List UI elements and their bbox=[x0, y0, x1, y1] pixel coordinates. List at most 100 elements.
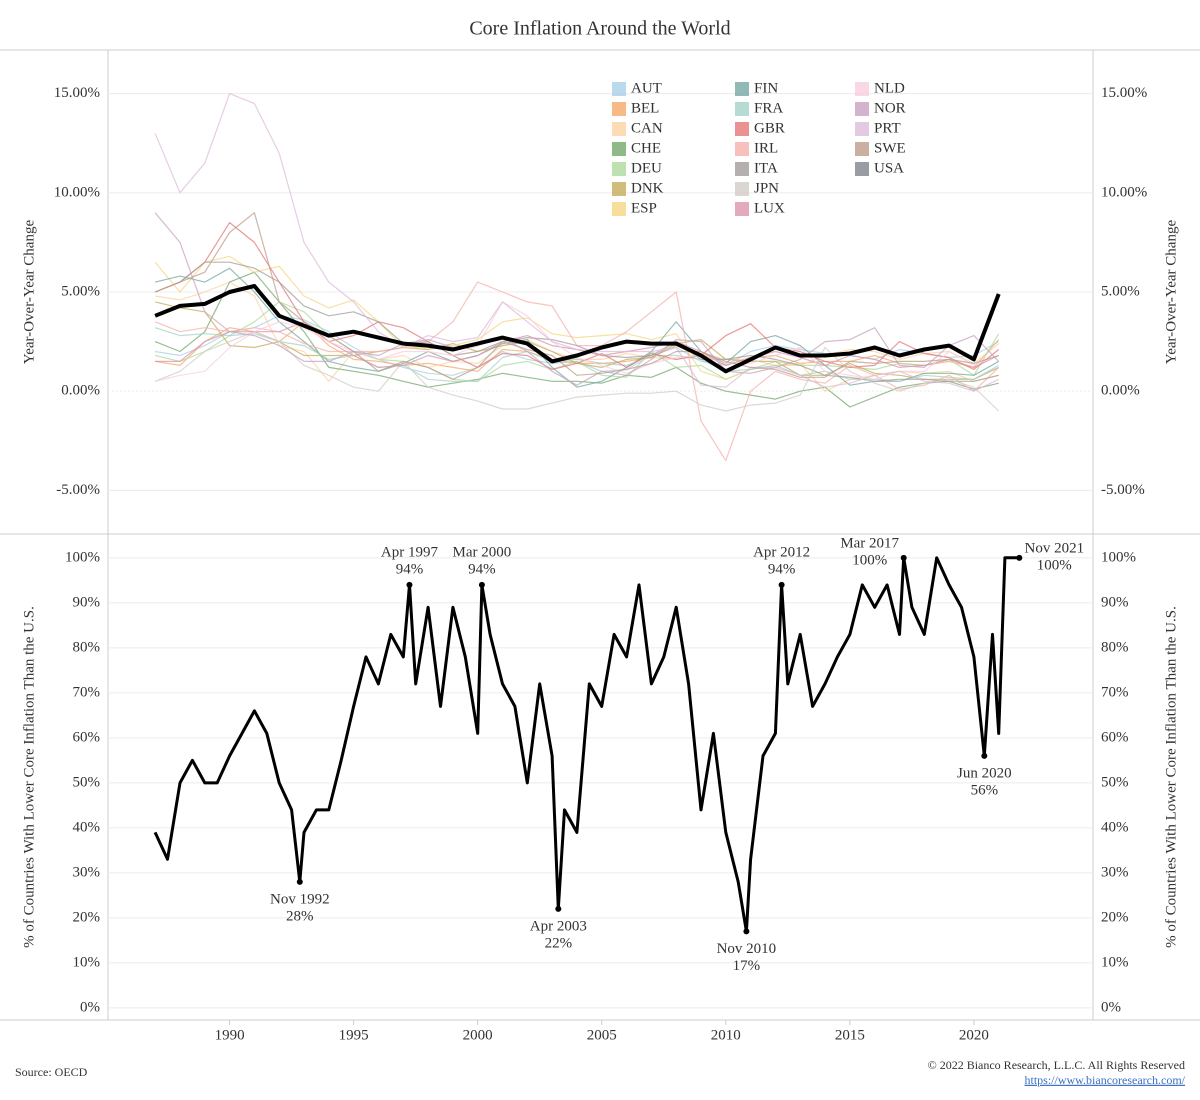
y-tick-label: 80% bbox=[1101, 639, 1129, 655]
y-tick-label: 100% bbox=[65, 549, 100, 565]
y-tick-label: 10% bbox=[1101, 954, 1129, 970]
annotation-value: 100% bbox=[852, 552, 887, 568]
annotation-value: 94% bbox=[768, 561, 796, 577]
legend-swatch bbox=[735, 122, 749, 136]
annotation-marker bbox=[1016, 554, 1023, 561]
y-tick-label: 90% bbox=[73, 594, 101, 610]
x-tick-label: 2020 bbox=[959, 1027, 989, 1043]
y-tick-label: 30% bbox=[1101, 864, 1129, 880]
copyright: © 2022 Bianco Research, L.L.C. All Right… bbox=[928, 1058, 1185, 1072]
y-tick-label: 15.00% bbox=[1101, 85, 1147, 101]
legend-swatch bbox=[735, 162, 749, 176]
legend-label: BEL bbox=[631, 100, 659, 116]
legend-swatch bbox=[735, 82, 749, 96]
annotation-date: Apr 1997 bbox=[381, 544, 439, 560]
annotation-marker bbox=[778, 581, 785, 588]
legend-label: GBR bbox=[754, 120, 785, 136]
line bbox=[154, 93, 999, 392]
y-tick-label: 50% bbox=[73, 774, 101, 790]
legend-swatch bbox=[855, 122, 869, 136]
legend-swatch bbox=[612, 122, 626, 136]
legend-swatch bbox=[855, 162, 869, 176]
annotation-date: Mar 2000 bbox=[453, 544, 512, 560]
x-tick-label: 2005 bbox=[587, 1027, 617, 1043]
legend-swatch bbox=[855, 102, 869, 116]
y-tick-label: 70% bbox=[73, 684, 101, 700]
y-tick-label: 40% bbox=[1101, 819, 1129, 835]
y-tick-label: 60% bbox=[1101, 729, 1129, 745]
legend-label: FRA bbox=[754, 100, 783, 116]
x-tick-label: 1990 bbox=[215, 1027, 245, 1043]
annotation-marker bbox=[743, 928, 750, 935]
legend-swatch bbox=[612, 162, 626, 176]
legend-label: ESP bbox=[631, 200, 657, 216]
line bbox=[154, 255, 999, 392]
legend-swatch bbox=[735, 182, 749, 196]
legend-label: PRT bbox=[874, 120, 901, 136]
y-axis-title: Year-Over-Year Change bbox=[21, 220, 37, 365]
y-tick-label: 70% bbox=[1101, 684, 1129, 700]
annotation-value: 28% bbox=[286, 908, 314, 924]
legend-swatch bbox=[612, 182, 626, 196]
annotation-marker bbox=[900, 554, 907, 561]
line bbox=[154, 327, 999, 382]
y-tick-label: -5.00% bbox=[1101, 482, 1145, 498]
legend-swatch bbox=[612, 82, 626, 96]
line bbox=[154, 267, 999, 388]
annotation-date: Jun 2020 bbox=[957, 765, 1012, 781]
annotation-value: 100% bbox=[1037, 557, 1072, 573]
source: Source: OECD bbox=[15, 1065, 88, 1079]
annotation-date: Apr 2003 bbox=[530, 918, 587, 934]
annotation-value: 22% bbox=[545, 935, 573, 951]
annotation-marker bbox=[406, 581, 413, 588]
legend-label: CHE bbox=[631, 140, 661, 156]
y-tick-label: -5.00% bbox=[56, 482, 100, 498]
legend-label: LUX bbox=[754, 200, 785, 216]
y-tick-label: 90% bbox=[1101, 594, 1129, 610]
y-tick-label: 50% bbox=[1101, 774, 1129, 790]
y-tick-label: 40% bbox=[73, 819, 101, 835]
y-tick-label: 60% bbox=[73, 729, 101, 745]
y-tick-label: 0% bbox=[80, 999, 100, 1015]
annotation-date: Nov 2021 bbox=[1025, 540, 1085, 556]
line bbox=[154, 281, 1000, 462]
legend-label: AUT bbox=[631, 80, 662, 96]
legend-swatch bbox=[735, 142, 749, 156]
y-axis-title: % of Countries With Lower Core Inflation… bbox=[1163, 606, 1179, 948]
legend-label: DEU bbox=[631, 160, 662, 176]
legend-swatch bbox=[612, 202, 626, 216]
y-tick-label: 20% bbox=[73, 909, 101, 925]
y-tick-label: 10.00% bbox=[1101, 184, 1147, 200]
y-tick-label: 5.00% bbox=[61, 283, 100, 299]
line bbox=[154, 331, 1000, 412]
x-tick-label: 2010 bbox=[711, 1027, 741, 1043]
x-tick-label: 2015 bbox=[835, 1027, 865, 1043]
legend-label: NLD bbox=[874, 80, 905, 96]
annotation-date: Apr 2012 bbox=[753, 544, 810, 560]
link[interactable]: https://www.biancoresearch.com/ bbox=[1024, 1073, 1185, 1087]
annotation-value: 56% bbox=[971, 782, 999, 798]
line bbox=[154, 261, 999, 382]
legend-label: USA bbox=[874, 160, 904, 176]
annotation-marker bbox=[555, 905, 562, 912]
annotation-value: 17% bbox=[733, 958, 761, 974]
y-tick-label: 5.00% bbox=[1101, 283, 1140, 299]
y-tick-label: 20% bbox=[1101, 909, 1129, 925]
y-tick-label: 10% bbox=[73, 954, 101, 970]
chart-title: Core Inflation Around the World bbox=[469, 18, 730, 40]
annotation-marker bbox=[478, 581, 485, 588]
legend-swatch bbox=[735, 102, 749, 116]
annotation-date: Nov 1992 bbox=[270, 891, 330, 907]
legend-swatch bbox=[612, 102, 626, 116]
line bbox=[154, 301, 999, 380]
annotation-marker bbox=[296, 878, 303, 885]
legend-swatch bbox=[855, 142, 869, 156]
legend-label: DNK bbox=[631, 180, 664, 196]
y-tick-label: 30% bbox=[73, 864, 101, 880]
y-tick-label: 10.00% bbox=[54, 184, 100, 200]
annotation-marker bbox=[981, 752, 988, 759]
legend-swatch bbox=[735, 202, 749, 216]
legend-label: IRL bbox=[754, 140, 778, 156]
legend-label: SWE bbox=[874, 140, 906, 156]
